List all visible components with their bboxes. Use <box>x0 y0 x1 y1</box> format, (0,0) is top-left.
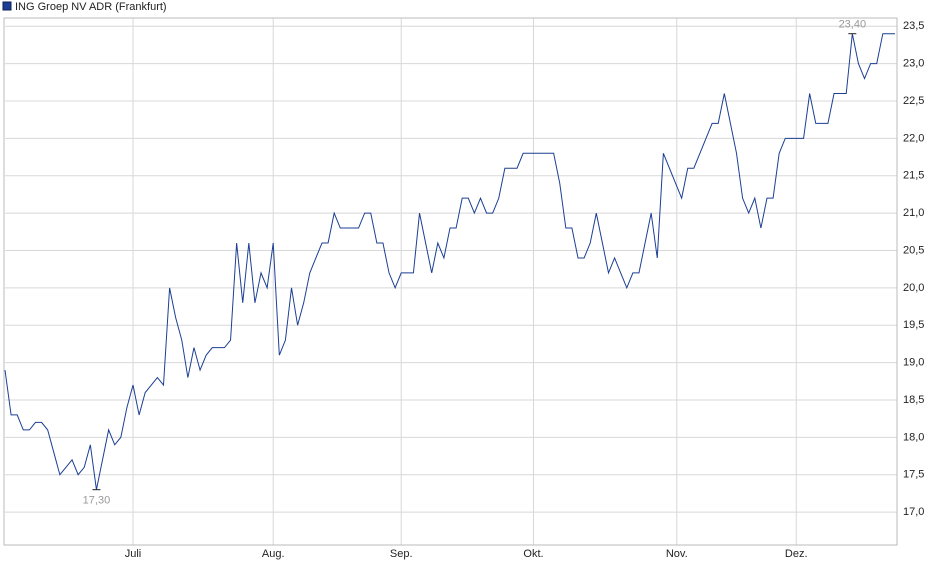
y-tick-label: 18,5 <box>903 394 924 406</box>
y-tick-label: 23,0 <box>903 58 924 70</box>
y-tick-label: 22,5 <box>903 95 924 107</box>
x-tick-label: Aug. <box>262 548 285 560</box>
x-tick-label: Juli <box>125 548 142 560</box>
legend-swatch <box>2 1 12 11</box>
annotation-label: 23,40 <box>839 19 867 31</box>
price-line <box>4 33 895 490</box>
y-tick-label: 23,5 <box>903 20 924 32</box>
y-tick-label: 19,5 <box>903 319 924 331</box>
y-tick-label: 21,5 <box>903 170 924 182</box>
legend-label: ING Groep NV ADR (Frankfurt) <box>15 1 167 13</box>
y-tick-label: 21,0 <box>903 207 924 219</box>
y-tick-label: 18,0 <box>903 431 924 443</box>
y-tick-label: 20,5 <box>903 244 924 256</box>
x-tick-label: Nov. <box>666 548 688 560</box>
x-tick-label: Dez. <box>785 548 808 560</box>
annotation-label: 17,30 <box>83 495 111 507</box>
plot-border <box>3 17 898 546</box>
y-tick-label: 19,0 <box>903 357 924 369</box>
y-tick-label: 17,5 <box>903 469 924 481</box>
y-tick-label: 20,0 <box>903 282 924 294</box>
x-tick-label: Sep. <box>390 548 413 560</box>
y-tick-label: 22,0 <box>903 132 924 144</box>
y-tick-label: 17,0 <box>903 506 924 518</box>
x-tick-label: Okt. <box>523 548 543 560</box>
